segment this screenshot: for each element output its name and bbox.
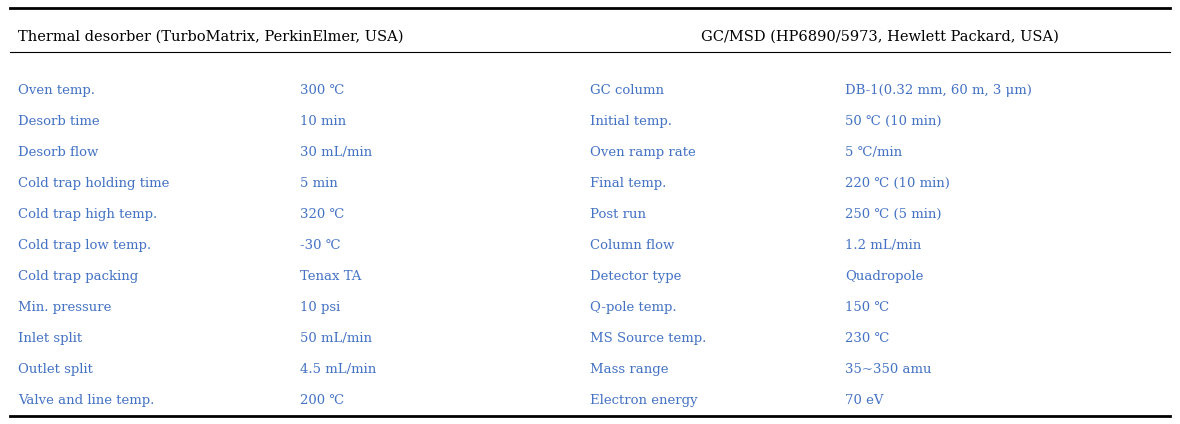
Text: 230 ℃: 230 ℃ [845, 332, 890, 345]
Text: Cold trap packing: Cold trap packing [18, 270, 138, 283]
Text: Cold trap high temp.: Cold trap high temp. [18, 208, 157, 221]
Text: 200 ℃: 200 ℃ [300, 394, 345, 407]
Text: 1.2 mL/min: 1.2 mL/min [845, 239, 922, 252]
Text: Post run: Post run [590, 208, 645, 221]
Text: GC column: GC column [590, 84, 664, 97]
Text: DB-1(0.32 mm, 60 m, 3 μm): DB-1(0.32 mm, 60 m, 3 μm) [845, 84, 1031, 97]
Text: Q-pole temp.: Q-pole temp. [590, 301, 676, 314]
Text: 5 ℃/min: 5 ℃/min [845, 146, 903, 159]
Text: Inlet split: Inlet split [18, 332, 83, 345]
Text: Column flow: Column flow [590, 239, 675, 252]
Text: Final temp.: Final temp. [590, 177, 667, 190]
Text: Detector type: Detector type [590, 270, 681, 283]
Text: GC/MSD (HP6890/5973, Hewlett Packard, USA): GC/MSD (HP6890/5973, Hewlett Packard, US… [701, 30, 1058, 44]
Text: Quadropole: Quadropole [845, 270, 924, 283]
Text: Outlet split: Outlet split [18, 363, 93, 376]
Text: 150 ℃: 150 ℃ [845, 301, 890, 314]
Text: MS Source temp.: MS Source temp. [590, 332, 707, 345]
Text: 10 psi: 10 psi [300, 301, 340, 314]
Text: Cold trap holding time: Cold trap holding time [18, 177, 170, 190]
Text: Electron energy: Electron energy [590, 394, 697, 407]
Text: 250 ℃ (5 min): 250 ℃ (5 min) [845, 208, 942, 221]
Text: 10 min: 10 min [300, 115, 346, 128]
Text: 300 ℃: 300 ℃ [300, 84, 345, 97]
Text: 30 mL/min: 30 mL/min [300, 146, 372, 159]
Text: Tenax TA: Tenax TA [300, 270, 361, 283]
Text: Initial temp.: Initial temp. [590, 115, 671, 128]
Text: 220 ℃ (10 min): 220 ℃ (10 min) [845, 177, 950, 190]
Text: 50 mL/min: 50 mL/min [300, 332, 372, 345]
Text: Oven ramp rate: Oven ramp rate [590, 146, 696, 159]
Text: 4.5 mL/min: 4.5 mL/min [300, 363, 376, 376]
Text: 50 ℃ (10 min): 50 ℃ (10 min) [845, 115, 942, 128]
Text: Desorb time: Desorb time [18, 115, 99, 128]
Text: Cold trap low temp.: Cold trap low temp. [18, 239, 151, 252]
Text: -30 ℃: -30 ℃ [300, 239, 341, 252]
Text: 5 min: 5 min [300, 177, 337, 190]
Text: Valve and line temp.: Valve and line temp. [18, 394, 155, 407]
Text: 35~350 amu: 35~350 amu [845, 363, 931, 376]
Text: Desorb flow: Desorb flow [18, 146, 98, 159]
Text: 320 ℃: 320 ℃ [300, 208, 345, 221]
Text: Min. pressure: Min. pressure [18, 301, 111, 314]
Text: Mass range: Mass range [590, 363, 669, 376]
Text: Oven temp.: Oven temp. [18, 84, 96, 97]
Text: 70 eV: 70 eV [845, 394, 884, 407]
Text: Thermal desorber (TurboMatrix, PerkinElmer, USA): Thermal desorber (TurboMatrix, PerkinElm… [18, 30, 404, 44]
